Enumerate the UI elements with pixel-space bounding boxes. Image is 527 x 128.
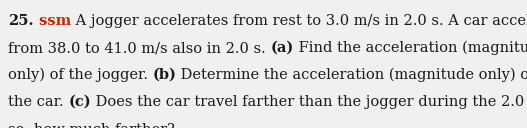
Text: the car.: the car.: [8, 95, 69, 109]
Text: ssm: ssm: [34, 14, 71, 28]
Text: A jogger accelerates from rest to 3.0 m/s in 2.0 s. A car accelerates: A jogger accelerates from rest to 3.0 m/…: [71, 14, 527, 28]
Text: (b): (b): [153, 68, 177, 82]
Text: Does the car travel farther than the jogger during the 2.0 s? If: Does the car travel farther than the jog…: [91, 95, 527, 109]
Text: 25.: 25.: [8, 14, 34, 28]
Text: (c): (c): [69, 95, 91, 109]
Text: only) of the jogger.: only) of the jogger.: [8, 68, 153, 82]
Text: so, how much farther?: so, how much farther?: [8, 122, 175, 128]
Text: from 38.0 to 41.0 m/s also in 2.0 s.: from 38.0 to 41.0 m/s also in 2.0 s.: [8, 41, 270, 55]
Text: Determine the acceleration (magnitude only) of: Determine the acceleration (magnitude on…: [177, 68, 527, 82]
Text: (a): (a): [270, 41, 294, 55]
Text: Find the acceleration (magnitude: Find the acceleration (magnitude: [294, 41, 527, 55]
